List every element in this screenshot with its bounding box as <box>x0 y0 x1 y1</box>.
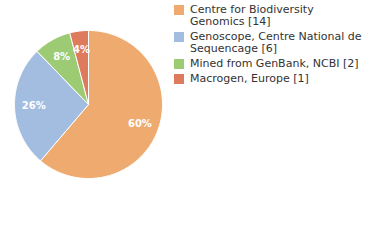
svg-text:4%: 4% <box>73 44 90 55</box>
html-text:Genoscope, Centre National de: Genoscope, Centre National de Sequencage… <box>190 30 362 55</box>
svg-text:8%: 8% <box>53 51 70 62</box>
html-text:Macrogen, Europe [1]: Macrogen, Europe [1] <box>190 72 309 85</box>
svg-text:26%: 26% <box>22 100 46 111</box>
html-text:Centre for Biodiversity Genomi: Centre for Biodiversity Genomics [14] <box>190 3 314 28</box>
svg-text:60%: 60% <box>128 118 152 129</box>
html-text:Mined from GenBank, NCBI [2]: Mined from GenBank, NCBI [2] <box>190 57 359 70</box>
